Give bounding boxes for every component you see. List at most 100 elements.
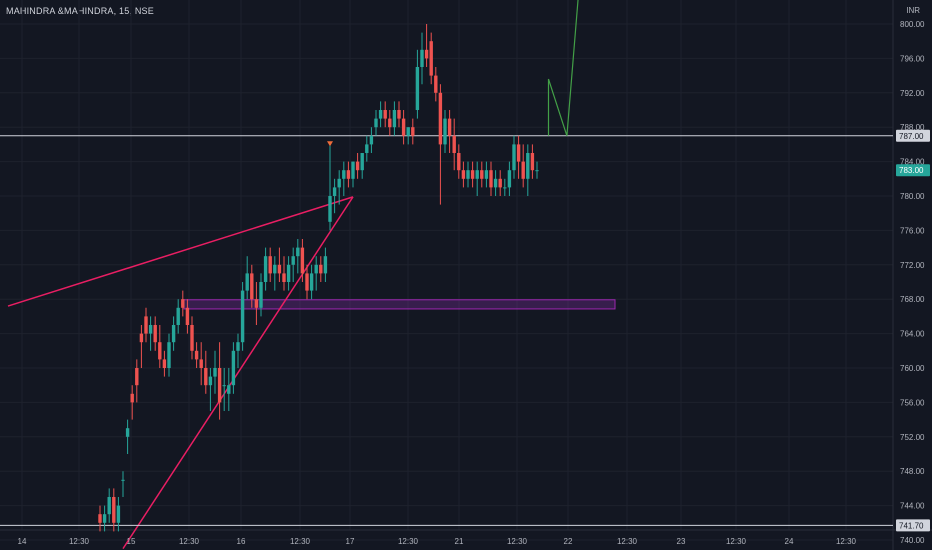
signal-marker xyxy=(327,141,333,147)
candle xyxy=(227,368,231,411)
candle-body xyxy=(268,256,272,274)
candle xyxy=(245,256,249,300)
candle-body xyxy=(401,118,406,136)
time-tick-label: 12:30 xyxy=(69,537,90,546)
candle xyxy=(98,505,102,532)
candle-body xyxy=(148,325,153,334)
candle xyxy=(369,127,374,153)
candle-body xyxy=(369,135,374,145)
candle-body xyxy=(503,187,507,189)
candle-body xyxy=(305,273,309,291)
candle xyxy=(526,144,530,196)
candle xyxy=(507,161,512,196)
candle-body xyxy=(102,514,107,523)
candle-body xyxy=(489,170,493,188)
candle-body xyxy=(171,325,176,343)
candle-body xyxy=(300,247,305,274)
candle xyxy=(291,247,295,282)
time-tick-label: 15 xyxy=(127,537,136,546)
time-tick-label: 22 xyxy=(564,537,573,546)
candle-body xyxy=(434,75,438,93)
candle xyxy=(415,49,420,119)
trendline-2 xyxy=(122,196,354,550)
candle-body xyxy=(493,178,498,188)
candle xyxy=(309,264,314,300)
candle xyxy=(139,325,144,368)
demand-zone xyxy=(183,299,616,310)
candle xyxy=(208,368,213,411)
candle xyxy=(535,161,539,179)
candle-body xyxy=(135,368,139,386)
candle xyxy=(112,488,116,532)
candle-body xyxy=(429,41,433,76)
candle-body xyxy=(411,127,415,136)
candle xyxy=(259,273,263,317)
candle xyxy=(457,144,461,179)
candle xyxy=(466,161,470,188)
time-tick-label: 16 xyxy=(237,537,246,546)
candle-body xyxy=(470,170,475,179)
candle-body xyxy=(254,299,259,308)
candle-body xyxy=(383,110,387,119)
candle-body xyxy=(374,118,378,128)
candle xyxy=(342,161,346,196)
candle-body xyxy=(346,170,351,179)
price-tick-label: 780.00 xyxy=(900,192,925,201)
candle xyxy=(135,359,139,403)
candle xyxy=(337,170,341,205)
candle-body xyxy=(507,170,512,188)
candle xyxy=(516,135,521,179)
candle-body xyxy=(420,49,424,67)
candle xyxy=(429,32,433,85)
candle xyxy=(116,497,121,532)
candle-body xyxy=(457,153,461,171)
candle xyxy=(355,153,360,179)
candle-body xyxy=(153,325,157,343)
price-tick-label: 744.00 xyxy=(900,502,925,511)
time-tick-label: 12:30 xyxy=(836,537,857,546)
candle xyxy=(493,170,498,196)
candle xyxy=(121,471,125,497)
candle xyxy=(300,239,305,282)
price-tag-bg xyxy=(896,129,930,142)
candle xyxy=(217,342,222,420)
candle xyxy=(365,135,369,162)
candle-body xyxy=(208,376,213,386)
candle-body xyxy=(475,170,479,179)
candle xyxy=(498,170,502,196)
candle-body xyxy=(190,325,194,351)
candle xyxy=(153,316,157,351)
candle xyxy=(461,161,466,188)
candle xyxy=(378,101,383,128)
price-tick-label: 764.00 xyxy=(900,330,925,339)
candle xyxy=(319,256,323,282)
candle xyxy=(185,299,190,334)
time-tick-label: 12:30 xyxy=(179,537,200,546)
candle-body xyxy=(443,118,447,145)
candle-body xyxy=(250,273,254,300)
candle xyxy=(388,110,392,136)
candle-body xyxy=(535,170,539,172)
grid-lines xyxy=(0,0,893,541)
candle xyxy=(222,368,226,411)
candle-body xyxy=(512,144,516,171)
candle-body xyxy=(236,342,240,351)
candle-body xyxy=(98,514,102,523)
candle-body xyxy=(227,385,231,394)
candle-body xyxy=(116,505,121,523)
candle xyxy=(424,24,429,67)
candle xyxy=(512,135,516,179)
candle-body xyxy=(438,92,443,145)
candle xyxy=(530,144,535,179)
trendline-1 xyxy=(7,196,354,307)
time-tick-label: 12:30 xyxy=(507,537,528,546)
projection-path xyxy=(547,0,579,136)
candle xyxy=(158,325,162,368)
candle xyxy=(346,161,351,188)
candle-body xyxy=(158,342,162,360)
candle-body xyxy=(424,49,429,59)
candle xyxy=(263,247,268,291)
price-tag-label: 741.70 xyxy=(899,521,924,530)
candle xyxy=(489,161,493,196)
